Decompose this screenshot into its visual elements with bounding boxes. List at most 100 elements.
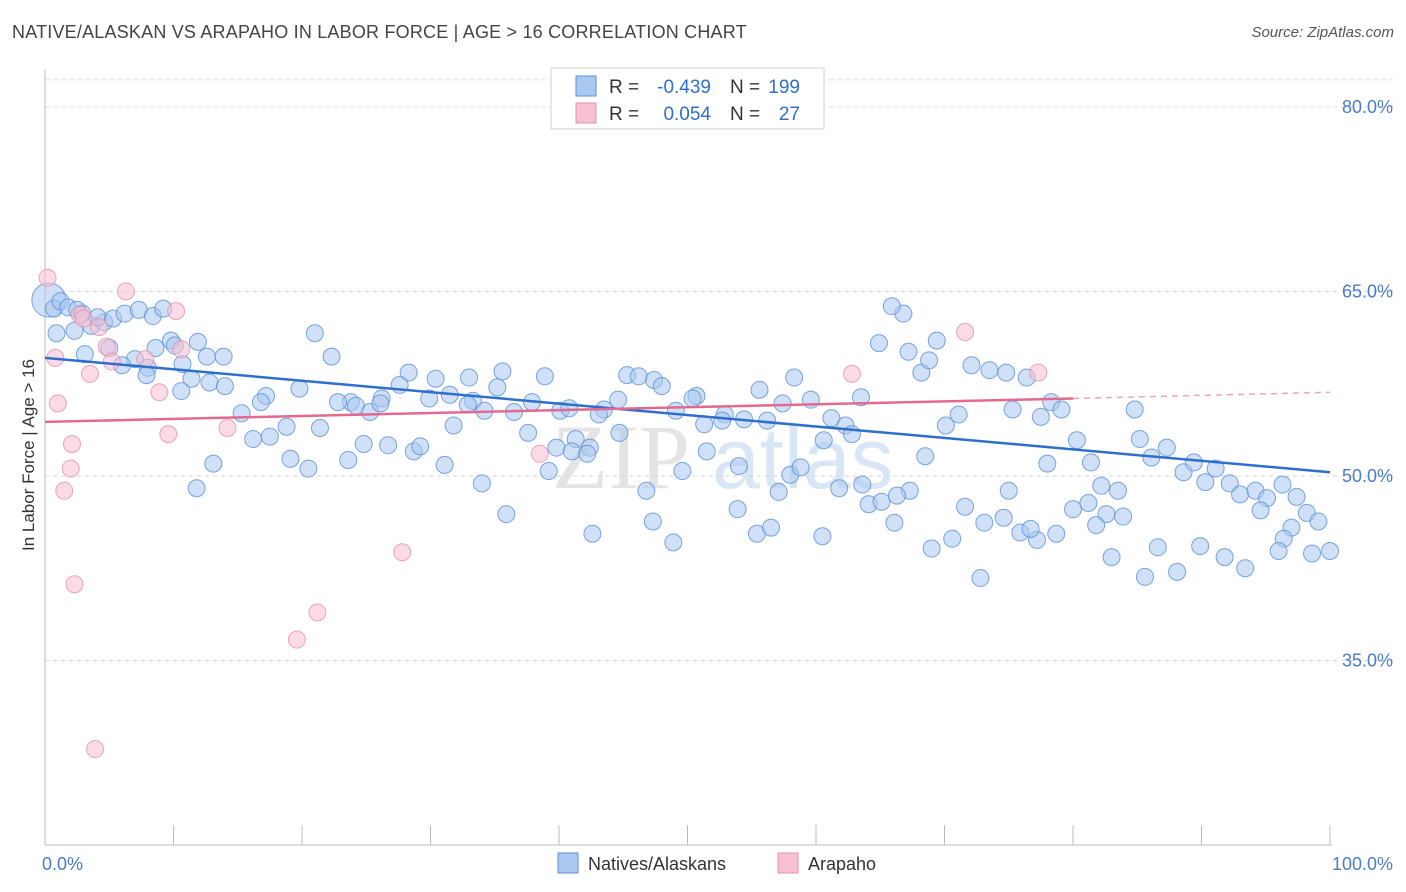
arapaho-point — [842, 364, 861, 383]
y-tick-label: 65.0% — [1342, 281, 1393, 301]
natives-point — [560, 399, 579, 418]
natives-point — [643, 512, 662, 531]
legend-r-label-2: R = — [609, 104, 639, 125]
natives-point — [637, 481, 656, 500]
natives-point — [762, 518, 781, 537]
natives-point — [1231, 485, 1250, 504]
natives-point — [371, 394, 390, 413]
natives-point — [281, 449, 300, 468]
natives-point — [1196, 473, 1215, 492]
natives-point — [1114, 507, 1133, 526]
arapaho-point — [61, 459, 80, 478]
natives-point — [773, 394, 792, 413]
natives-point — [673, 462, 692, 481]
natives-point — [215, 377, 234, 396]
natives-point — [1168, 562, 1187, 581]
arapaho-trend-line — [44, 397, 1074, 424]
natives-point — [1206, 459, 1225, 478]
natives-point — [172, 382, 191, 401]
legend-r-label-1: R = — [609, 77, 639, 98]
arapaho-point — [172, 340, 191, 359]
arapaho-point — [530, 444, 549, 463]
arapaho-points — [38, 268, 1048, 759]
natives-point — [887, 486, 906, 505]
natives-point — [1157, 438, 1176, 457]
arapaho-point — [102, 352, 121, 371]
natives-point — [956, 497, 975, 516]
natives-points — [31, 282, 1339, 588]
natives-point — [539, 462, 558, 481]
gridlines — [45, 79, 1395, 661]
natives-point — [1220, 474, 1239, 493]
natives-point — [769, 482, 788, 501]
natives-point — [322, 347, 341, 366]
natives-point — [814, 431, 833, 450]
natives-point — [399, 363, 418, 382]
natives-point — [1215, 548, 1234, 567]
natives-point — [1269, 541, 1288, 560]
natives-point — [65, 321, 84, 340]
natives-point — [971, 569, 990, 588]
natives-point — [980, 361, 999, 380]
natives-point — [1236, 559, 1255, 578]
natives-point — [488, 378, 507, 397]
natives-point — [1130, 430, 1149, 449]
natives-point — [713, 411, 732, 430]
natives-point — [729, 457, 748, 476]
natives-point — [583, 524, 602, 543]
natives-point — [853, 475, 872, 494]
natives-point — [899, 342, 918, 361]
x-tick-label: 0.0% — [42, 854, 83, 874]
arapaho-point — [55, 481, 74, 500]
natives-point — [1087, 516, 1106, 535]
legend-n-value-2: 27 — [779, 104, 800, 125]
natives-point — [1251, 501, 1270, 520]
natives-point — [204, 454, 223, 473]
natives-point — [916, 447, 935, 466]
arapaho-point — [80, 364, 99, 383]
legend-r-value-1: -0.439 — [657, 77, 711, 98]
natives-point — [200, 373, 219, 392]
arapaho-point — [62, 434, 81, 453]
natives-point — [578, 444, 597, 463]
natives-point — [936, 416, 955, 435]
natives-point — [519, 423, 538, 442]
natives-point — [493, 362, 512, 381]
bottom-legend-arapaho: Arapaho — [808, 854, 876, 874]
natives-point — [47, 324, 66, 343]
natives-point — [728, 500, 747, 519]
natives-point — [975, 513, 994, 532]
natives-point — [354, 434, 373, 453]
natives-point — [244, 430, 263, 449]
arapaho-point — [86, 740, 105, 759]
natives-point — [277, 417, 296, 436]
natives-point — [1031, 407, 1050, 426]
arapaho-point — [308, 603, 327, 622]
y-tick-labels: 35.0% 50.0% 65.0% 80.0% — [1342, 97, 1393, 671]
arapaho-point — [218, 418, 237, 437]
natives-point — [750, 380, 769, 399]
arapaho-point — [956, 323, 975, 342]
natives-point — [1079, 494, 1098, 513]
natives-point — [1309, 512, 1328, 531]
arapaho-point — [287, 630, 306, 649]
natives-point — [75, 345, 94, 364]
natives-point — [420, 389, 439, 408]
arapaho-point — [150, 383, 169, 402]
arapaho-trend-extension — [1072, 391, 1331, 400]
natives-point — [927, 331, 946, 350]
y-tick-label: 80.0% — [1342, 97, 1393, 117]
natives-point — [943, 529, 962, 548]
natives-point — [666, 401, 685, 420]
natives-point — [1038, 454, 1057, 473]
legend-n-label-1: N = — [730, 77, 760, 98]
natives-point — [1287, 487, 1306, 506]
natives-point — [214, 347, 233, 366]
natives-point — [426, 369, 445, 388]
arapaho-point — [48, 394, 67, 413]
natives-point — [1273, 475, 1292, 494]
legend-box: R = -0.439 N = 199 R = 0.054 N = 27 — [550, 67, 825, 130]
natives-point — [1052, 400, 1071, 419]
bottom-legend: Natives/Alaskans Arapaho — [557, 852, 876, 874]
natives-point — [299, 459, 318, 478]
